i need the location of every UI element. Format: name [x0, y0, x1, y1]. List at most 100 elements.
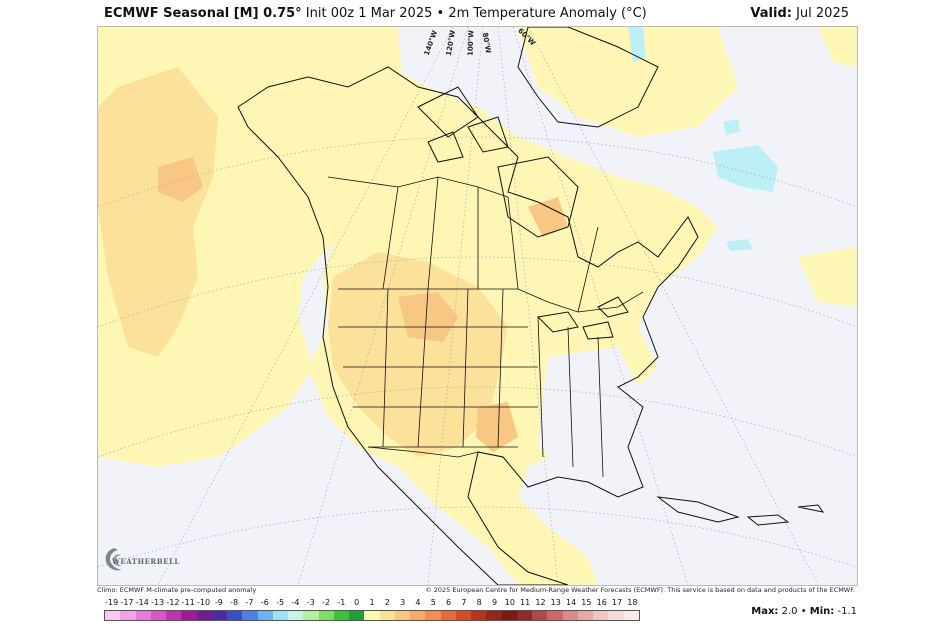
colorbar: -19 -17 -14 -13 -12 -11 -10 -9 -8 -7 -6 -5 -4 -3 -2 -1 0… — [104, 598, 640, 624]
field-name: 2m Temperature Anomaly (°C) — [448, 6, 647, 21]
colorbar-swatch — [318, 611, 334, 620]
anomaly-shading — [98, 27, 857, 585]
weatherbell-logo-text: WEATHERBELL — [112, 557, 180, 566]
caribbean-islands — [746, 504, 825, 526]
colorbar-swatch — [471, 611, 487, 620]
colorbar-tick-label: 8 — [476, 598, 482, 607]
valid-label: Valid: — [750, 6, 792, 21]
min-value: -1.1 — [837, 606, 857, 617]
colorbar-swatch — [120, 611, 136, 620]
climo-note: Climo: ECMWF M-climate pre-computed anom… — [97, 586, 257, 594]
colorbar-tick-label: -9 — [214, 598, 223, 607]
colorbar-swatch — [349, 611, 365, 620]
stats-separator: • — [800, 606, 807, 617]
arctic-islands — [417, 86, 509, 163]
colorbar-tick-label: -13 — [151, 598, 165, 607]
colorbar-tick-label: 7 — [461, 598, 467, 607]
weatherbell-logo-icon — [105, 548, 122, 571]
colorbar-swatch — [577, 611, 593, 620]
colorbar-tick-label: -7 — [245, 598, 254, 607]
colorbar-swatch — [150, 611, 166, 620]
colorbar-tick-label: 13 — [550, 598, 561, 607]
colorbar-swatch — [257, 611, 273, 620]
max-label: Max: — [751, 606, 779, 617]
north-america-coast — [237, 66, 699, 585]
colorbar-tick-label: 18 — [627, 598, 638, 607]
hudson-warm-spot — [528, 197, 568, 237]
copyright-note: © 2025 European Centre for Medium-Range … — [425, 586, 855, 594]
colorbar-tick-label: 1 — [369, 598, 375, 607]
lon-label-100w: 100°W — [466, 29, 476, 57]
arctic-warm-region — [818, 27, 857, 67]
continent-warm-region — [308, 67, 718, 585]
colorbar-tick-label: 14 — [565, 598, 577, 607]
colorbar-swatch — [394, 611, 410, 620]
colorbar-swatch — [410, 611, 426, 620]
title-separator: • — [436, 6, 445, 21]
colorbar-strip — [104, 610, 640, 621]
colorbar-tick-label: 15 — [581, 598, 592, 607]
southeast-normal-region — [538, 347, 638, 467]
colorbar-swatch — [516, 611, 532, 620]
colorbar-tick-label: -8 — [230, 598, 239, 607]
colorbar-swatch — [196, 611, 212, 620]
canada-provinces — [327, 176, 599, 313]
colorbar-tick-label: 4 — [415, 598, 421, 607]
colorbar-swatch — [135, 611, 151, 620]
colorbar-swatch — [333, 611, 349, 620]
colorbar-swatch — [364, 611, 380, 620]
hudson-bay — [497, 156, 579, 238]
pacific-warm-spot — [158, 157, 203, 202]
continent-warm-core — [328, 252, 508, 457]
valid-time: Valid: Jul 2025 — [750, 6, 849, 21]
us-states — [338, 288, 604, 478]
colorbar-swatch — [425, 611, 441, 620]
colorbar-tick-label: -1 — [337, 598, 346, 607]
rockies-warm-spot — [398, 292, 458, 342]
colorbar-tick-label: 0 — [354, 598, 360, 607]
valid-value: Jul 2025 — [796, 6, 849, 21]
model-name: ECMWF Seasonal [M] 0.75° — [104, 6, 302, 21]
coastlines — [237, 27, 825, 585]
map-title: ECMWF Seasonal [M] 0.75° Init 00z 1 Mar … — [104, 6, 647, 21]
cuba-coast — [656, 496, 740, 523]
colorbar-tick-label: -4 — [291, 598, 300, 607]
colorbar-tick-label: -11 — [181, 598, 195, 607]
cool-anomaly-greenland — [628, 27, 646, 62]
us-mexico-border — [367, 446, 504, 458]
colorbar-ticks: -19 -17 -14 -13 -12 -11 -10 -9 -8 -7 -6 -5 -4 -3 -2 -1 0… — [104, 598, 640, 608]
colorbar-tick-label: 9 — [491, 598, 498, 607]
colorbar-swatch — [593, 611, 609, 620]
colorbar-tick-label: 2 — [384, 598, 390, 607]
colorbar-swatch — [379, 611, 395, 620]
colorbar-swatch — [623, 611, 639, 620]
colorbar-tick-label: -6 — [260, 598, 269, 607]
colorbar-tick-label: 11 — [520, 598, 531, 607]
colorbar-tick-label: -2 — [322, 598, 331, 607]
colorbar-tick-label: -19 — [105, 598, 119, 607]
colorbar-swatch — [455, 611, 471, 620]
colorbar-tick-label: -12 — [166, 598, 180, 607]
us-canada-border — [338, 288, 644, 313]
cool-anomaly-north-atlantic — [713, 145, 778, 192]
colorbar-swatch — [303, 611, 319, 620]
colorbar-tick-label: 5 — [430, 598, 436, 607]
cool-anomaly-iceland-sea — [723, 119, 740, 135]
colorbar-swatch — [211, 611, 227, 620]
colorbar-swatch — [166, 611, 182, 620]
colorbar-tick-label: -14 — [135, 598, 149, 607]
colorbar-swatch — [272, 611, 288, 620]
colorbar-tick-label: -10 — [196, 598, 211, 607]
great-lakes — [536, 296, 629, 340]
political-borders — [327, 176, 644, 478]
colorbar-tick-label: -3 — [306, 598, 315, 607]
colorbar-tick-label: 3 — [400, 598, 406, 607]
colorbar-tick-label: 12 — [535, 598, 546, 607]
colorbar-swatch — [486, 611, 502, 620]
colorbar-swatch — [242, 611, 258, 620]
min-label: Min: — [809, 606, 835, 617]
cool-anomaly-labrador — [726, 239, 753, 251]
colorbar-swatch — [288, 611, 304, 620]
colorbar-swatch — [227, 611, 243, 620]
init-time: Init 00z 1 Mar 2025 — [305, 6, 433, 21]
